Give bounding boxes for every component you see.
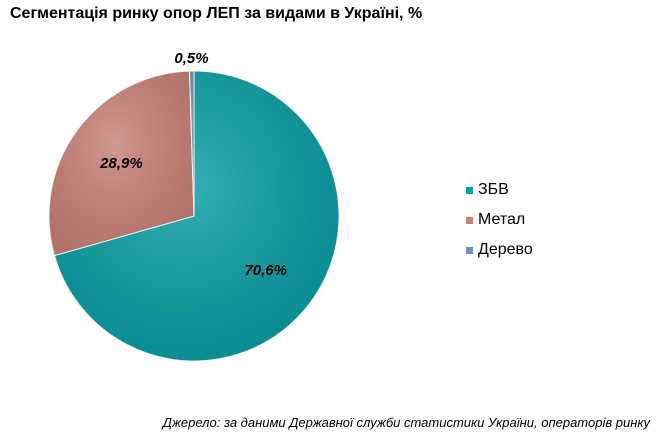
slice-zbv-shade bbox=[54, 71, 340, 362]
legend-label: Дерево bbox=[478, 241, 533, 258]
slice-metal-shade bbox=[48, 71, 194, 256]
legend-swatch bbox=[466, 216, 473, 224]
legend-swatch bbox=[466, 246, 473, 254]
legend-label: Метал bbox=[478, 211, 526, 228]
label-metal: 28,9% bbox=[99, 155, 143, 172]
label-wood: 0,5% bbox=[174, 50, 208, 67]
source-note: Джерело: за даними Державної служби стат… bbox=[162, 415, 650, 430]
legend-item-zbv: ЗБВ bbox=[466, 175, 533, 205]
legend-label: ЗБВ bbox=[478, 181, 509, 198]
slice-wood-shade bbox=[189, 71, 194, 216]
label-zbv: 70,6% bbox=[244, 262, 287, 279]
chart-legend: ЗБВ Метал Дерево bbox=[466, 175, 533, 265]
legend-item-wood: Дерево bbox=[466, 235, 533, 265]
legend-swatch bbox=[466, 186, 473, 194]
legend-item-metal: Метал bbox=[466, 205, 533, 235]
chart-title: Сегментація ринку опор ЛЕП за видами в У… bbox=[10, 5, 423, 22]
